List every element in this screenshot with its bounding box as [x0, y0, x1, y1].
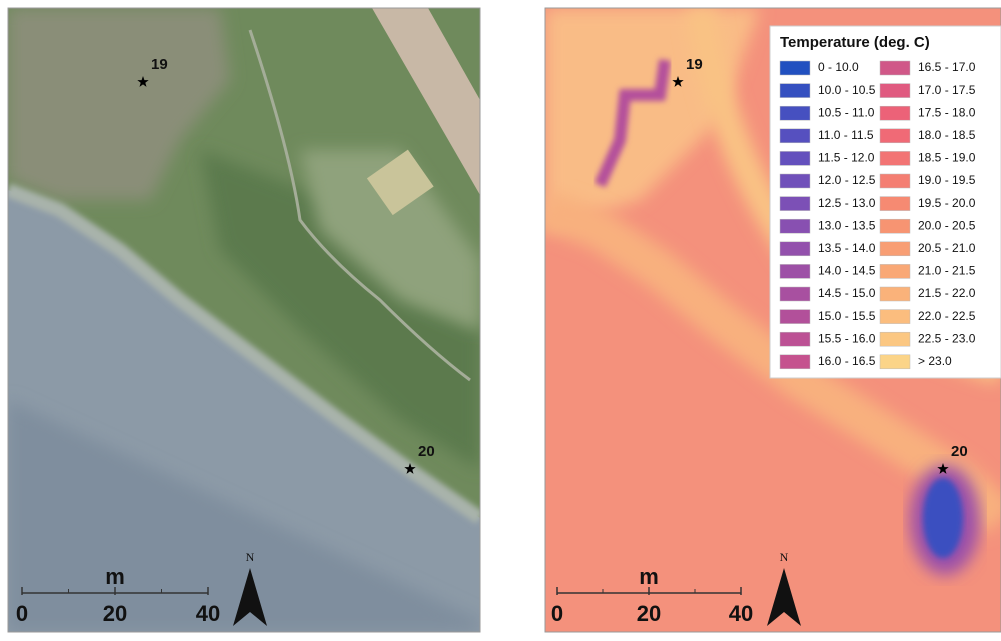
legend-swatch — [880, 129, 910, 143]
legend-label: 19.0 - 19.5 — [918, 173, 976, 187]
legend-label: 16.0 - 16.5 — [818, 354, 876, 368]
legend-swatch — [780, 310, 810, 324]
legend-label: 10.5 - 11.0 — [818, 105, 875, 119]
legend-swatch — [780, 219, 810, 233]
legend-swatch — [880, 287, 910, 301]
legend-label: 13.0 - 13.5 — [818, 218, 876, 232]
legend-label: 0 - 10.0 — [818, 60, 859, 74]
legend-label: 12.0 - 12.5 — [818, 173, 876, 187]
legend-title: Temperature (deg. C) — [780, 34, 930, 51]
legend-label: 20.0 - 20.5 — [918, 218, 976, 232]
station-label: 19 — [686, 56, 703, 73]
scale-unit: m — [639, 564, 659, 589]
legend-swatch — [780, 61, 810, 75]
legend-swatch — [880, 242, 910, 256]
legend-swatch — [780, 129, 810, 143]
legend-label: 11.5 - 12.0 — [818, 151, 875, 165]
legend-label: 22.5 - 23.0 — [918, 331, 976, 345]
legend-label: 16.5 - 17.0 — [918, 60, 976, 74]
legend-label: 14.0 - 14.5 — [818, 264, 876, 278]
scale-unit: m — [105, 564, 125, 589]
legend-label: 17.5 - 18.0 — [918, 105, 976, 119]
figure: Temperature (deg. C) 0 - 10.0 10.0 - 10.5 1… — [0, 0, 1001, 636]
legend-swatch — [880, 332, 910, 346]
legend-label: 21.5 - 22.0 — [918, 286, 976, 300]
scale-tick-label: 40 — [196, 601, 220, 626]
legend-label: 20.5 - 21.0 — [918, 241, 976, 255]
legend: Temperature (deg. C) 0 - 10.0 10.0 - 10.5 1… — [770, 26, 1001, 378]
legend-label: > 23.0 — [918, 354, 952, 368]
legend-swatch — [880, 174, 910, 188]
legend-label: 19.5 - 20.0 — [918, 196, 976, 210]
legend-swatch — [780, 287, 810, 301]
station-label: 20 — [951, 443, 968, 460]
legend-swatch — [780, 84, 810, 98]
legend-swatch — [780, 264, 810, 278]
legend-swatch — [880, 197, 910, 211]
legend-label: 11.0 - 11.5 — [818, 128, 874, 142]
legend-label: 18.5 - 19.0 — [918, 151, 976, 165]
scale-tick-label: 0 — [551, 601, 563, 626]
legend-label: 10.0 - 10.5 — [818, 83, 876, 97]
legend-label: 12.5 - 13.0 — [818, 196, 876, 210]
scale-tick-label: 20 — [103, 601, 127, 626]
legend-swatch — [780, 355, 810, 369]
aerial-image — [8, 8, 480, 632]
station-label: 19 — [151, 56, 168, 73]
north-label: N — [780, 550, 789, 564]
legend-swatch — [780, 332, 810, 346]
legend-swatch — [880, 61, 910, 75]
legend-label: 17.0 - 17.5 — [918, 83, 976, 97]
legend-label: 14.5 - 15.0 — [818, 286, 876, 300]
legend-swatch — [780, 106, 810, 120]
legend-label: 15.0 - 15.5 — [818, 309, 876, 323]
legend-swatch — [880, 106, 910, 120]
legend-swatch — [880, 310, 910, 324]
legend-swatch — [880, 151, 910, 165]
scale-tick-label: 0 — [16, 601, 28, 626]
legend-swatch — [780, 197, 810, 211]
legend-label: 22.0 - 22.5 — [918, 309, 976, 323]
legend-swatch — [780, 174, 810, 188]
legend-swatch — [880, 264, 910, 278]
legend-swatch — [880, 219, 910, 233]
legend-label: 15.5 - 16.0 — [818, 331, 876, 345]
legend-label: 13.5 - 14.0 — [818, 241, 876, 255]
scale-tick-label: 40 — [729, 601, 753, 626]
legend-swatch — [880, 84, 910, 98]
legend-label: 18.0 - 18.5 — [918, 128, 976, 142]
station-label: 20 — [418, 443, 435, 460]
scale-tick-label: 20 — [637, 601, 661, 626]
legend-swatch — [780, 151, 810, 165]
legend-swatch — [780, 242, 810, 256]
legend-label: 21.0 - 21.5 — [918, 264, 976, 278]
north-label: N — [246, 550, 255, 564]
legend-swatch — [880, 355, 910, 369]
